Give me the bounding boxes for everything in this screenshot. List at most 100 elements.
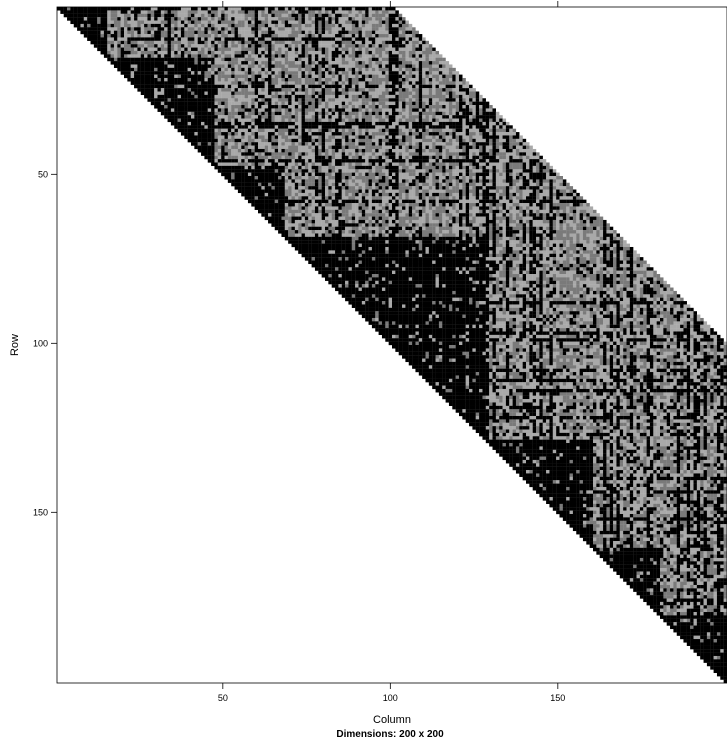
matrix-cell: [278, 50, 282, 55]
matrix-cell: [459, 121, 463, 126]
matrix-cell: [509, 148, 513, 153]
matrix-cell: [157, 57, 161, 62]
matrix-cell: [318, 44, 322, 48]
matrix-cell: [221, 77, 225, 82]
matrix-cell: [408, 142, 413, 146]
matrix-cell: [311, 142, 316, 146]
matrix-cell: [298, 74, 302, 79]
matrix-cell: [428, 115, 433, 119]
matrix-cell: [234, 91, 239, 96]
matrix-cell: [351, 47, 356, 52]
matrix-cell: [281, 159, 285, 163]
matrix-cell: [348, 145, 352, 150]
matrix-cell: [191, 37, 195, 41]
matrix-cell: [288, 121, 292, 126]
matrix-cell: [355, 138, 359, 143]
matrix-cell: [87, 20, 91, 25]
matrix-cell: [251, 94, 255, 99]
matrix-cell: [331, 40, 336, 45]
matrix-cell: [325, 108, 329, 112]
matrix-cell: [221, 10, 225, 14]
matrix-cell: [405, 128, 409, 133]
matrix-cell: [127, 17, 131, 21]
matrix-cell: [489, 111, 493, 116]
matrix-cell: [459, 77, 463, 82]
matrix-cell: [375, 105, 379, 109]
matrix-cell: [201, 71, 205, 75]
matrix-cell: [415, 118, 419, 123]
matrix-cell: [177, 61, 182, 65]
matrix-cell: [418, 84, 423, 89]
matrix-cell: [375, 23, 379, 28]
matrix-cell: [388, 88, 393, 92]
matrix-cell: [412, 162, 416, 167]
matrix-cell: [140, 7, 145, 11]
matrix-cell: [402, 34, 406, 38]
matrix-cell: [271, 7, 275, 11]
matrix-cell: [211, 10, 215, 14]
matrix-cell: [130, 7, 135, 11]
matrix-cell: [184, 20, 188, 25]
matrix-cell: [197, 17, 202, 21]
matrix-cell: [361, 84, 366, 89]
matrix-cell: [271, 94, 275, 99]
matrix-cell: [251, 54, 255, 58]
matrix-cell: [214, 71, 218, 75]
matrix-cell: [113, 61, 118, 65]
matrix-cell: [244, 105, 249, 109]
matrix-cell: [278, 172, 282, 177]
matrix-cell: [241, 64, 245, 68]
matrix-cell: [298, 172, 302, 177]
matrix-cell: [268, 77, 272, 82]
matrix-cell: [160, 105, 165, 109]
matrix-cell: [268, 101, 272, 106]
matrix-cell: [398, 37, 403, 41]
matrix-cell: [318, 91, 322, 96]
matrix-cell: [261, 162, 265, 167]
matrix-cell: [217, 145, 222, 150]
matrix-cell: [325, 23, 329, 28]
matrix-cell: [201, 34, 205, 38]
matrix-cell: [438, 88, 443, 92]
matrix-cell: [422, 145, 426, 150]
matrix-cell: [244, 155, 249, 160]
matrix-cell: [438, 138, 443, 143]
matrix-cell: [187, 91, 192, 96]
matrix-cell: [278, 84, 282, 89]
matrix-cell: [244, 77, 249, 82]
matrix-cell: [217, 27, 222, 31]
matrix-cell: [264, 30, 269, 35]
matrix-cell: [301, 155, 306, 160]
matrix-cell: [422, 165, 426, 170]
matrix-cell: [422, 94, 426, 99]
matrix-cell: [154, 27, 158, 31]
matrix-cell: [469, 105, 473, 109]
matrix-cell: [241, 7, 245, 11]
matrix-cell: [358, 54, 362, 58]
matrix-cell: [418, 98, 423, 102]
matrix-cell: [93, 13, 98, 18]
matrix-cell: [438, 132, 443, 136]
matrix-cell: [244, 88, 249, 92]
matrix-cell: [328, 145, 332, 150]
matrix-cell: [432, 94, 436, 99]
matrix-cell: [264, 115, 269, 119]
matrix-cell: [402, 145, 406, 150]
matrix-cell: [281, 132, 285, 136]
matrix-cell: [241, 40, 245, 45]
matrix-cell: [170, 10, 175, 14]
matrix-cell: [375, 108, 379, 112]
matrix-cell: [485, 118, 490, 123]
matrix-cell: [402, 30, 406, 35]
matrix-cell: [251, 111, 255, 116]
matrix-cell: [247, 101, 252, 106]
matrix-cell: [442, 77, 446, 82]
matrix-cell: [375, 165, 379, 170]
matrix-cell: [278, 44, 282, 48]
matrix-cell: [184, 23, 188, 28]
matrix-cell: [502, 132, 507, 136]
matrix-cell: [254, 74, 259, 79]
matrix-cell: [328, 67, 332, 72]
matrix-cell: [378, 94, 383, 99]
matrix-cell: [107, 47, 111, 52]
